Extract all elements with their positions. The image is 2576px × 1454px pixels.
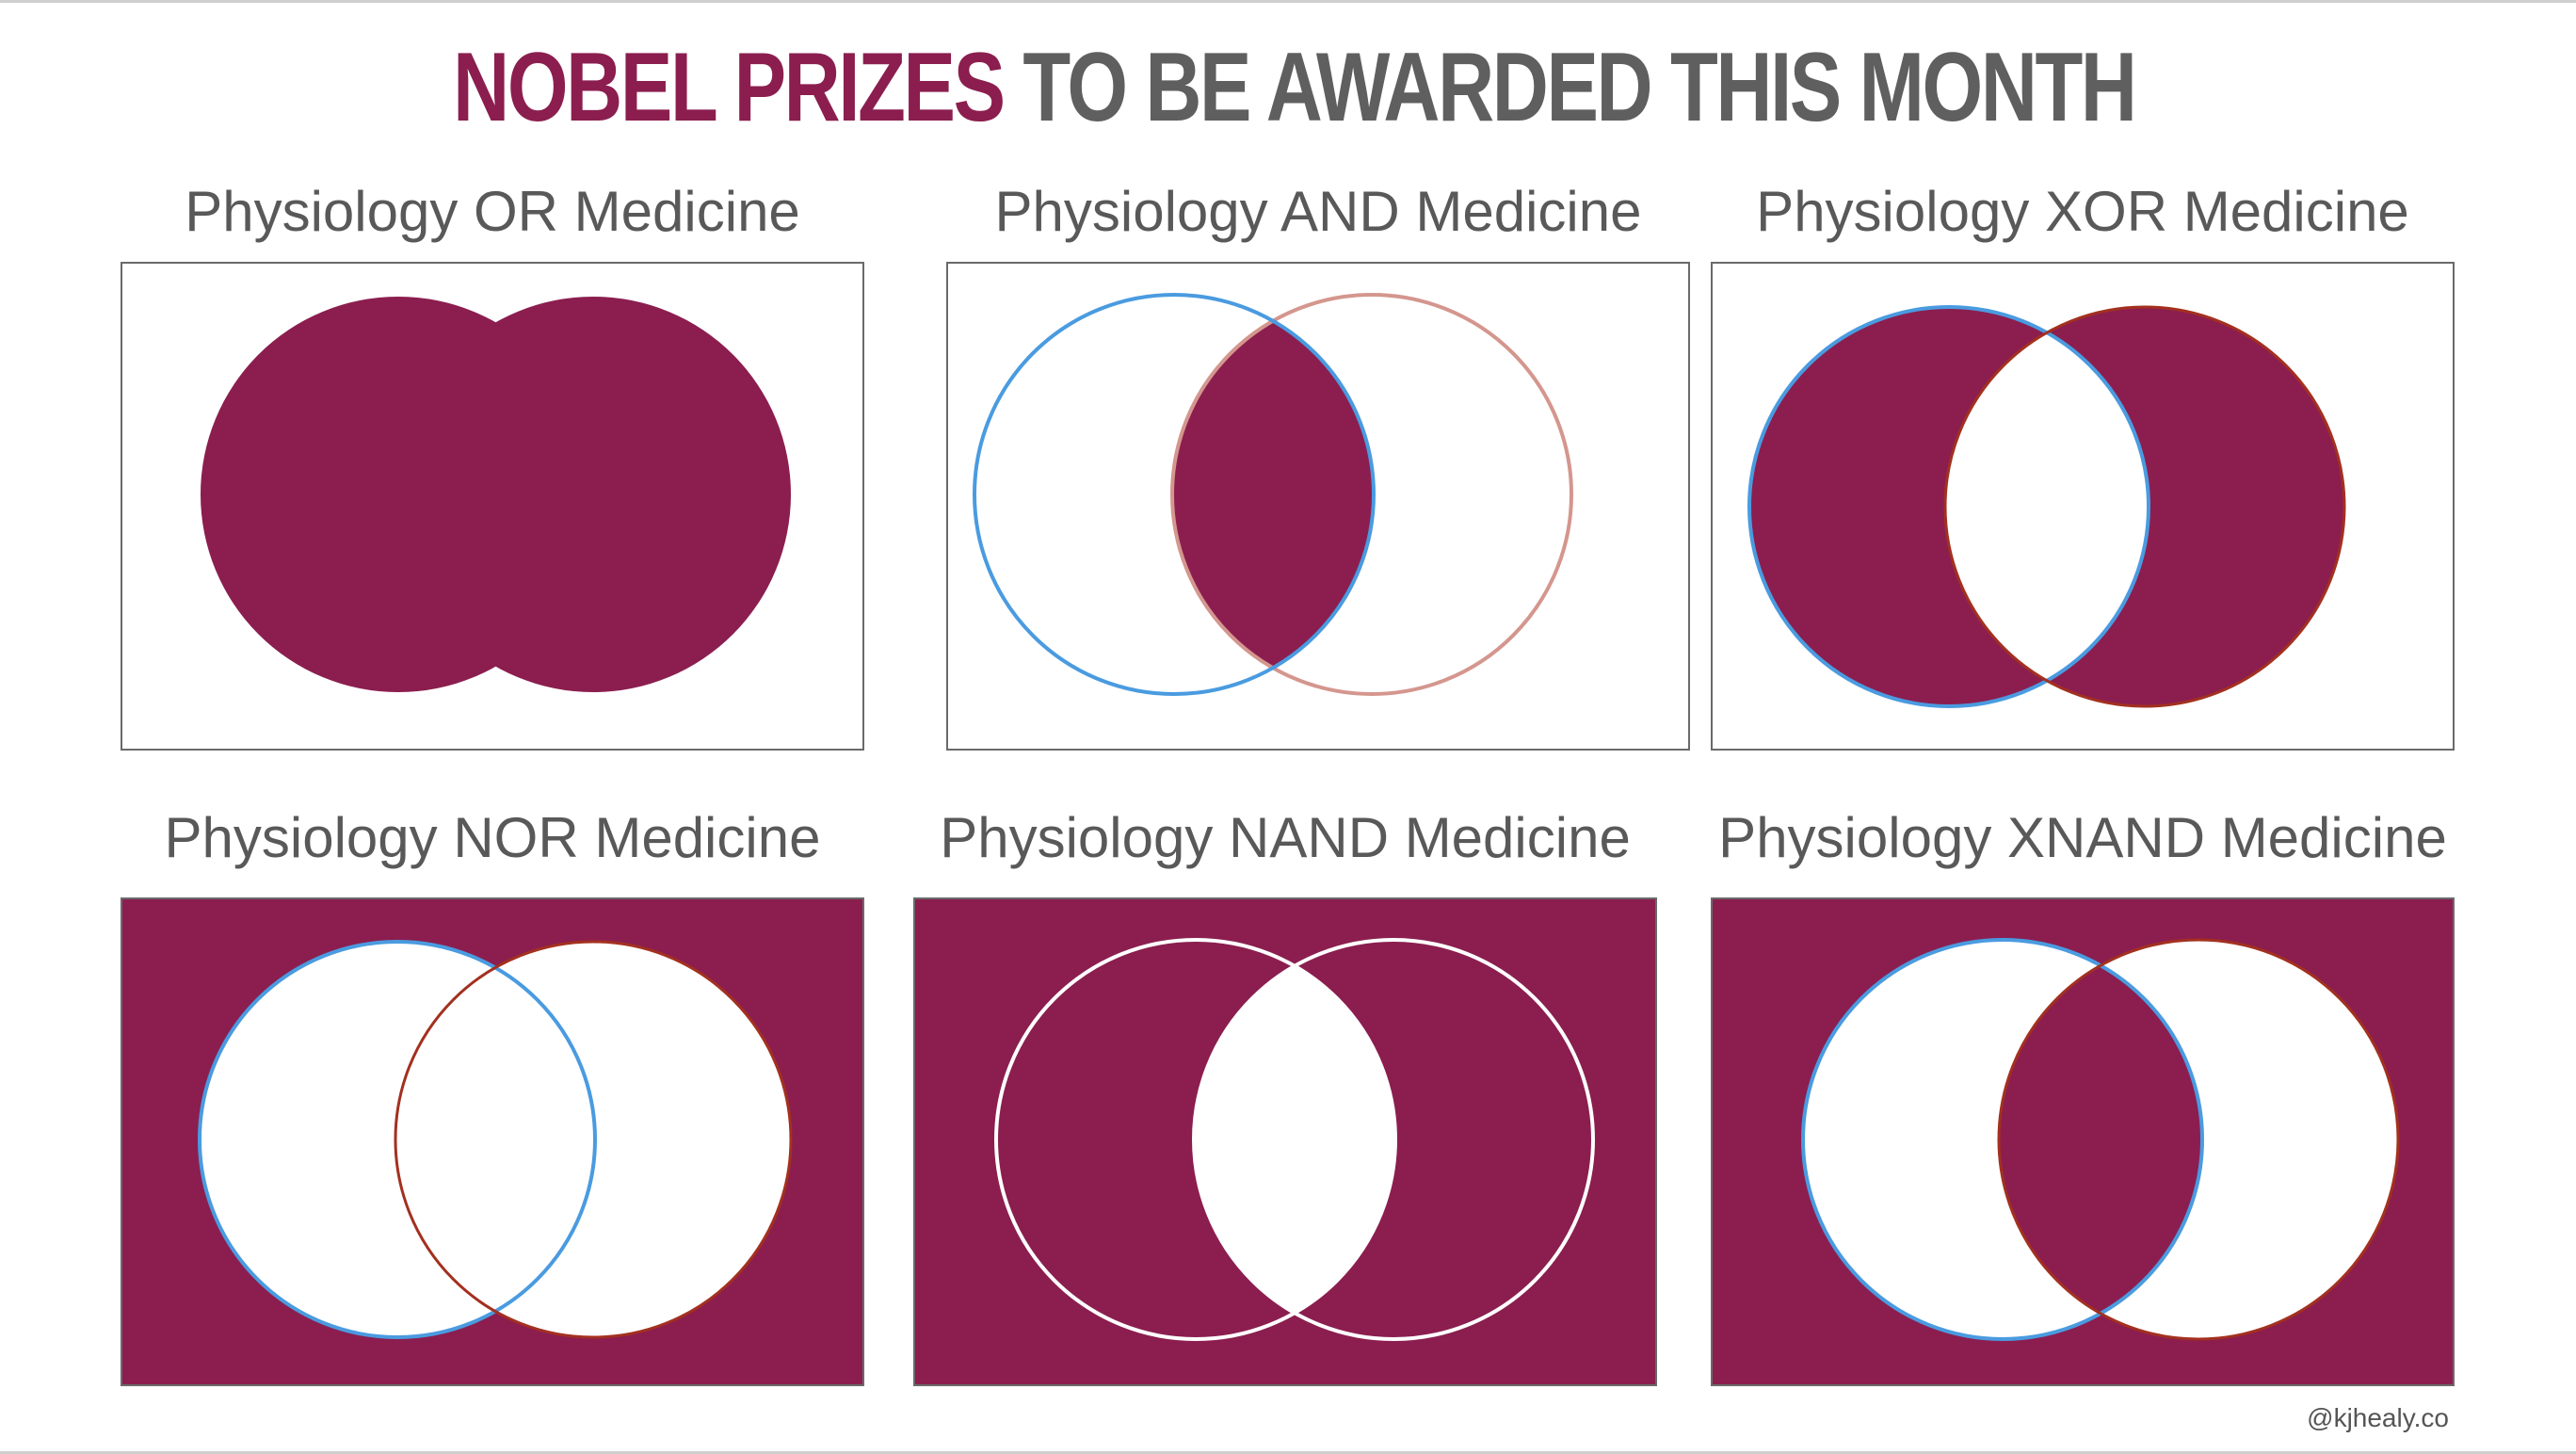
xnand-white-fill bbox=[1803, 940, 2398, 1339]
venn-panel-or bbox=[121, 262, 864, 751]
top-border-line bbox=[0, 0, 2576, 3]
page-title: NOBEL PRIZES TO BE AWARDED THIS MONTH bbox=[264, 36, 2325, 139]
venn-xor-diagram bbox=[1747, 305, 2346, 708]
venn-or-diagram bbox=[201, 297, 791, 692]
circle-medicine bbox=[1997, 938, 2400, 1341]
panel-title-xor: Physiology XOR Medicine bbox=[1756, 180, 2409, 243]
venn-nor-diagram bbox=[198, 940, 793, 1339]
circle-physiology bbox=[994, 938, 1397, 1341]
venn-panel-xnand bbox=[1711, 897, 2455, 1386]
panel-title-or: Physiology OR Medicine bbox=[185, 180, 800, 243]
circle-physiology bbox=[973, 293, 1376, 696]
panel-title-xnand: Physiology XNAND Medicine bbox=[1718, 806, 2447, 869]
circle-medicine bbox=[1943, 305, 2346, 708]
panel-title-and: Physiology AND Medicine bbox=[994, 180, 1642, 243]
panel-title-nand: Physiology NAND Medicine bbox=[940, 806, 1631, 869]
circle-physiology bbox=[1801, 938, 2204, 1341]
venn-and-diagram bbox=[973, 293, 1573, 696]
venn-panel-xor bbox=[1711, 262, 2455, 751]
title-rest: TO BE AWARDED THIS MONTH bbox=[1022, 33, 2137, 142]
circle-medicine bbox=[394, 940, 793, 1339]
circle-physiology bbox=[198, 940, 597, 1339]
venn-panel-nand bbox=[913, 897, 1657, 1386]
panel-title-nor: Physiology NOR Medicine bbox=[164, 806, 821, 869]
venn-panel-and bbox=[946, 262, 1690, 751]
bottom-border-line bbox=[0, 1451, 2576, 1454]
circle-medicine bbox=[1170, 293, 1573, 696]
venn-panel-nor bbox=[121, 897, 864, 1386]
credit-handle: @kjhealy.co bbox=[2307, 1403, 2449, 1432]
circle-medicine bbox=[395, 297, 791, 692]
venn-xnand-diagram bbox=[1801, 938, 2400, 1341]
circle-physiology bbox=[1747, 305, 2150, 708]
venn-nand-diagram bbox=[994, 938, 1595, 1341]
circle-medicine bbox=[1192, 938, 1595, 1341]
xor-fill bbox=[1749, 307, 2344, 706]
title-accent: NOBEL PRIZES bbox=[453, 33, 1006, 142]
